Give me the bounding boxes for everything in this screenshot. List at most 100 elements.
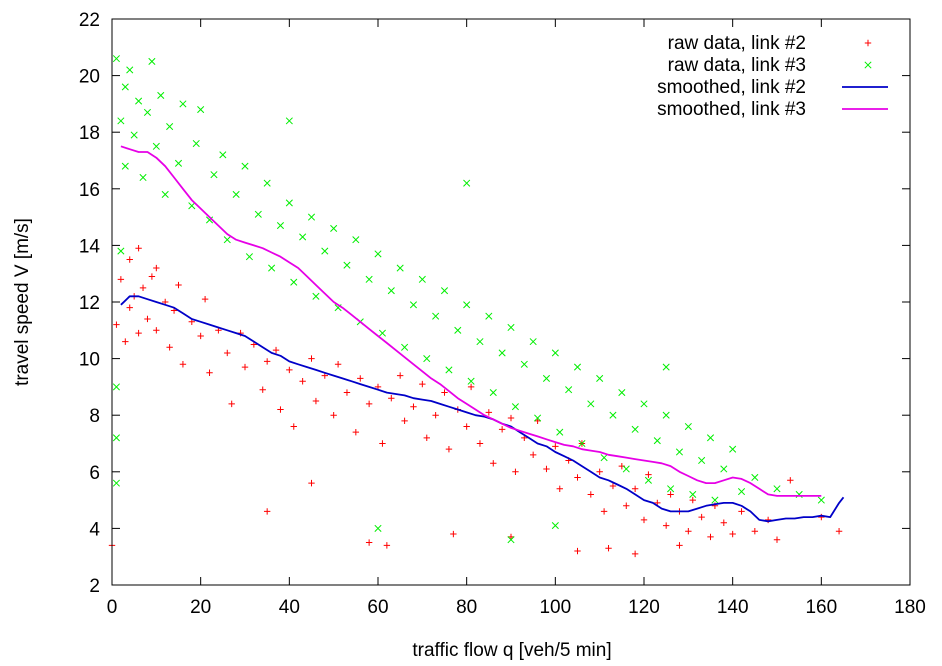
data-point	[556, 428, 564, 436]
data-point	[113, 321, 120, 328]
data-point	[489, 389, 497, 397]
data-point	[365, 539, 373, 546]
data-point	[835, 528, 843, 535]
data-point	[512, 468, 519, 475]
data-point	[357, 375, 364, 382]
data-point	[720, 519, 727, 526]
data-point	[738, 508, 745, 515]
data-point	[463, 179, 471, 187]
data-point	[556, 485, 563, 492]
data-point	[751, 473, 759, 482]
data-point	[401, 343, 409, 351]
data-point	[290, 278, 298, 286]
data-point	[130, 131, 138, 139]
data-point	[157, 91, 165, 99]
data-point	[410, 403, 417, 410]
data-point	[241, 363, 249, 371]
data-point	[552, 443, 559, 450]
x-tick-label: 100	[539, 597, 571, 618]
data-point	[387, 287, 395, 295]
data-point	[498, 349, 506, 357]
data-point	[467, 377, 475, 385]
data-point	[139, 173, 147, 182]
data-point	[600, 454, 608, 462]
data-point	[600, 508, 608, 515]
data-point	[490, 460, 497, 467]
data-point	[228, 400, 235, 408]
data-point	[175, 281, 182, 289]
y-tick-label: 2	[89, 576, 100, 597]
data-point	[485, 312, 493, 320]
data-point	[432, 412, 439, 419]
data-point	[299, 233, 307, 241]
data-point	[152, 142, 160, 150]
series-4	[120, 145, 822, 497]
data-point	[117, 276, 125, 283]
data-point	[578, 439, 586, 448]
data-point	[126, 304, 133, 311]
data-point	[529, 338, 537, 346]
series-line	[120, 145, 822, 497]
y-tick-label: 4	[89, 519, 100, 540]
data-point	[685, 528, 692, 535]
y-tick-label: 8	[89, 406, 100, 427]
data-point	[450, 530, 457, 538]
data-point	[587, 491, 594, 498]
data-point	[423, 355, 431, 363]
data-point	[307, 213, 316, 221]
data-point	[245, 253, 253, 261]
data-point	[445, 366, 453, 374]
data-point	[653, 437, 661, 445]
data-point	[689, 496, 696, 504]
data-point	[667, 485, 675, 493]
data-point	[263, 508, 271, 515]
data-point	[343, 389, 351, 396]
data-point	[259, 386, 266, 393]
x-tick-label: 180	[894, 597, 926, 618]
y-tick-label: 22	[79, 10, 100, 31]
data-point	[542, 374, 551, 382]
data-point	[396, 372, 404, 379]
legend-label: raw data, link #3	[668, 55, 806, 76]
y-tick-label: 10	[79, 350, 100, 371]
data-point	[254, 210, 262, 218]
data-point	[299, 378, 306, 385]
data-point	[454, 326, 462, 334]
data-point	[507, 536, 515, 544]
data-point	[224, 349, 231, 357]
data-point	[272, 346, 280, 354]
data-point	[352, 236, 360, 244]
data-point	[543, 465, 550, 473]
data-point	[268, 264, 276, 272]
y-axis-label: travel speed V [m/s]	[12, 218, 33, 386]
data-point	[117, 247, 125, 255]
data-point	[135, 329, 142, 337]
data-point	[308, 479, 315, 487]
data-point	[729, 530, 736, 538]
x-tick-label: 60	[367, 597, 388, 618]
data-point	[192, 139, 200, 148]
data-point	[534, 414, 542, 422]
x-tick-label: 80	[456, 597, 477, 618]
legend-label: smoothed, link #2	[657, 77, 806, 98]
x-tick-label: 0	[107, 597, 118, 618]
data-point	[737, 488, 746, 496]
data-point	[205, 216, 214, 224]
data-point	[596, 468, 603, 475]
data-point	[112, 479, 120, 487]
y-tick-label: 12	[79, 293, 100, 314]
data-point	[365, 275, 373, 283]
data-point	[507, 414, 515, 422]
data-point	[210, 171, 218, 179]
data-point	[418, 275, 426, 283]
x-tick-label: 20	[190, 597, 211, 618]
series-line	[120, 295, 845, 523]
data-point	[139, 284, 147, 292]
data-point	[286, 366, 293, 374]
data-point	[751, 528, 759, 535]
data-point	[166, 122, 174, 131]
data-point	[343, 261, 351, 269]
data-point	[401, 417, 408, 425]
data-point	[645, 471, 652, 478]
plot-data-layer	[108, 55, 845, 558]
